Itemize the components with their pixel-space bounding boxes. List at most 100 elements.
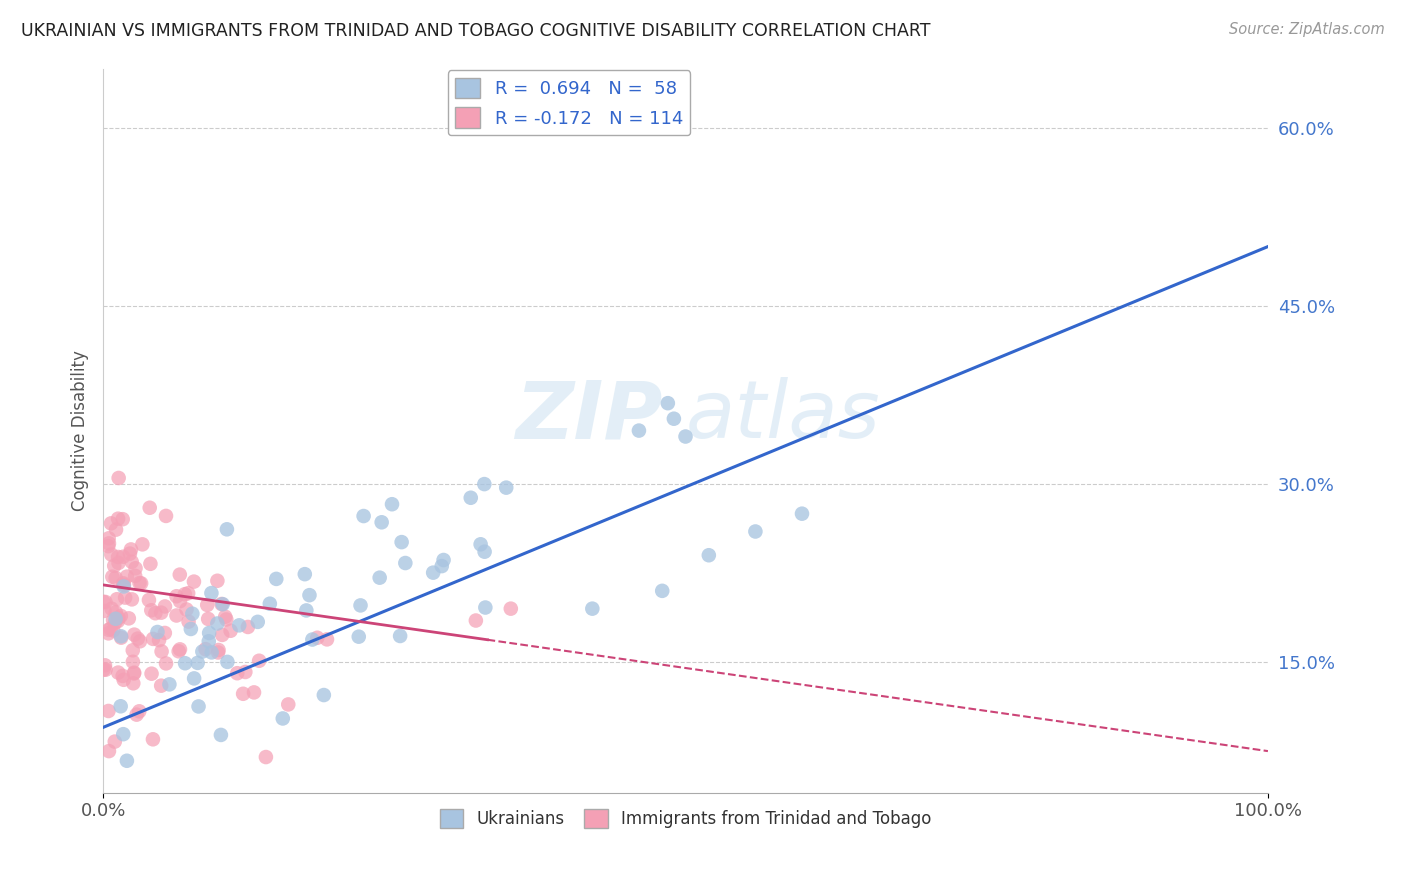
Point <box>207 616 229 631</box>
Point <box>105 592 128 607</box>
Point <box>277 698 299 712</box>
Point <box>177 615 200 629</box>
Point <box>236 620 259 634</box>
Point <box>474 600 496 615</box>
Point <box>122 676 145 690</box>
Point <box>115 569 138 583</box>
Point <box>207 574 229 588</box>
Text: atlas: atlas <box>686 377 880 455</box>
Point <box>104 571 127 585</box>
Point <box>474 545 496 559</box>
Point <box>112 673 135 687</box>
Point <box>422 566 444 580</box>
Point <box>124 569 146 583</box>
Point <box>215 522 238 536</box>
Point <box>177 586 200 600</box>
Point <box>167 644 190 658</box>
Point <box>125 707 148 722</box>
Point <box>105 523 128 537</box>
Point <box>142 632 165 646</box>
Point <box>295 603 318 617</box>
Point <box>246 615 269 629</box>
Point <box>389 629 412 643</box>
Point <box>209 728 232 742</box>
Point <box>129 634 152 648</box>
Point <box>94 595 117 609</box>
Point <box>744 524 766 539</box>
Point <box>194 642 217 657</box>
Point <box>97 704 120 718</box>
Point <box>110 629 132 643</box>
Point <box>174 657 197 671</box>
Point <box>153 626 176 640</box>
Point <box>472 477 495 491</box>
Point <box>97 626 120 640</box>
Point <box>104 615 127 630</box>
Point <box>495 481 517 495</box>
Point <box>120 542 142 557</box>
Point <box>153 599 176 614</box>
Point <box>112 727 135 741</box>
Point <box>166 589 188 603</box>
Point <box>107 471 129 485</box>
Point <box>226 666 249 681</box>
Point <box>107 665 129 680</box>
Point <box>97 532 120 546</box>
Legend: Ukrainians, Immigrants from Trinidad and Tobago: Ukrainians, Immigrants from Trinidad and… <box>433 803 938 835</box>
Point <box>148 633 170 648</box>
Text: Source: ZipAtlas.com: Source: ZipAtlas.com <box>1229 22 1385 37</box>
Point <box>150 606 173 620</box>
Point <box>207 643 229 657</box>
Point <box>169 642 191 657</box>
Point <box>176 602 198 616</box>
Point <box>211 628 233 642</box>
Point <box>187 656 209 670</box>
Point <box>107 512 129 526</box>
Point <box>107 611 129 625</box>
Point <box>307 631 329 645</box>
Point <box>97 623 120 637</box>
Point <box>94 658 117 673</box>
Point <box>115 754 138 768</box>
Point <box>247 654 270 668</box>
Point <box>271 711 294 725</box>
Point <box>157 677 180 691</box>
Point <box>155 657 177 671</box>
Point <box>107 614 129 628</box>
Point <box>215 613 238 627</box>
Point <box>381 497 404 511</box>
Point <box>100 516 122 531</box>
Point <box>195 598 218 612</box>
Point <box>790 507 813 521</box>
Point <box>200 586 222 600</box>
Point <box>662 411 685 425</box>
Point <box>243 685 266 699</box>
Point <box>121 592 143 607</box>
Point <box>370 516 392 530</box>
Point <box>121 555 143 569</box>
Point <box>169 567 191 582</box>
Point <box>104 734 127 748</box>
Point <box>124 561 146 575</box>
Point <box>131 537 153 551</box>
Point <box>312 688 335 702</box>
Point <box>430 559 453 574</box>
Point <box>97 744 120 758</box>
Point <box>122 666 145 681</box>
Point <box>100 622 122 636</box>
Point <box>100 548 122 562</box>
Point <box>499 601 522 615</box>
Y-axis label: Cognitive Disability: Cognitive Disability <box>72 351 89 511</box>
Point <box>347 630 370 644</box>
Point <box>391 535 413 549</box>
Point <box>197 634 219 648</box>
Point <box>112 578 135 592</box>
Text: ZIP: ZIP <box>515 377 662 455</box>
Point <box>651 583 673 598</box>
Point <box>97 536 120 550</box>
Point <box>581 601 603 615</box>
Point <box>100 601 122 615</box>
Point <box>697 548 720 562</box>
Point <box>266 572 288 586</box>
Point <box>460 491 482 505</box>
